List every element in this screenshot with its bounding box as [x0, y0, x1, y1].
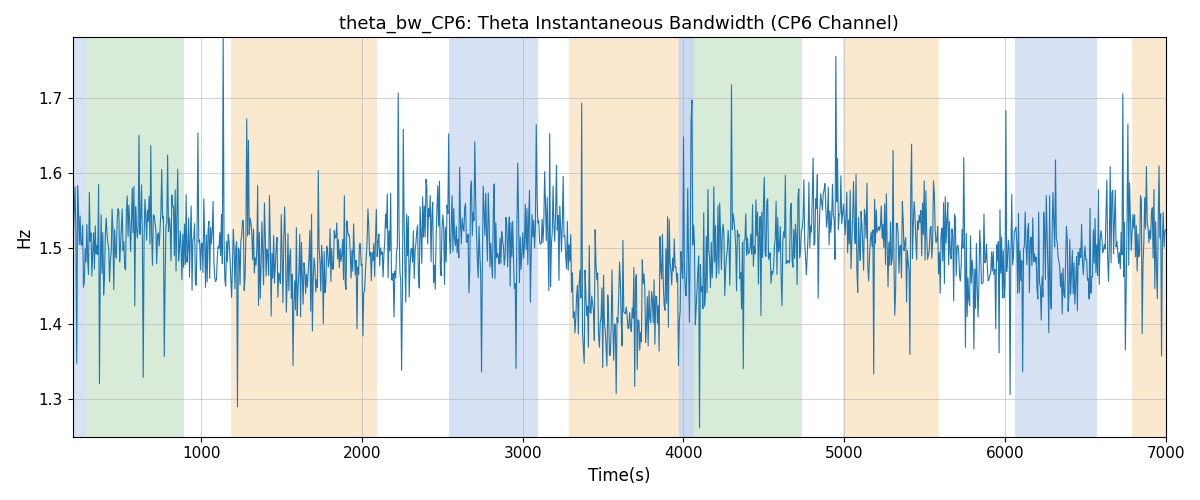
Bar: [694, 38, 803, 436]
Y-axis label: Hz: Hz: [14, 226, 32, 248]
Bar: [569, 38, 679, 436]
X-axis label: Time(s): Time(s): [588, 467, 650, 485]
Bar: [72, 38, 86, 436]
Bar: [679, 38, 694, 436]
Bar: [230, 38, 377, 436]
Bar: [842, 38, 940, 436]
Bar: [449, 38, 538, 436]
Bar: [1132, 38, 1165, 436]
Title: theta_bw_CP6: Theta Instantaneous Bandwidth (CP6 Channel): theta_bw_CP6: Theta Instantaneous Bandwi…: [340, 15, 899, 34]
Bar: [1015, 38, 1097, 436]
Bar: [86, 38, 185, 436]
